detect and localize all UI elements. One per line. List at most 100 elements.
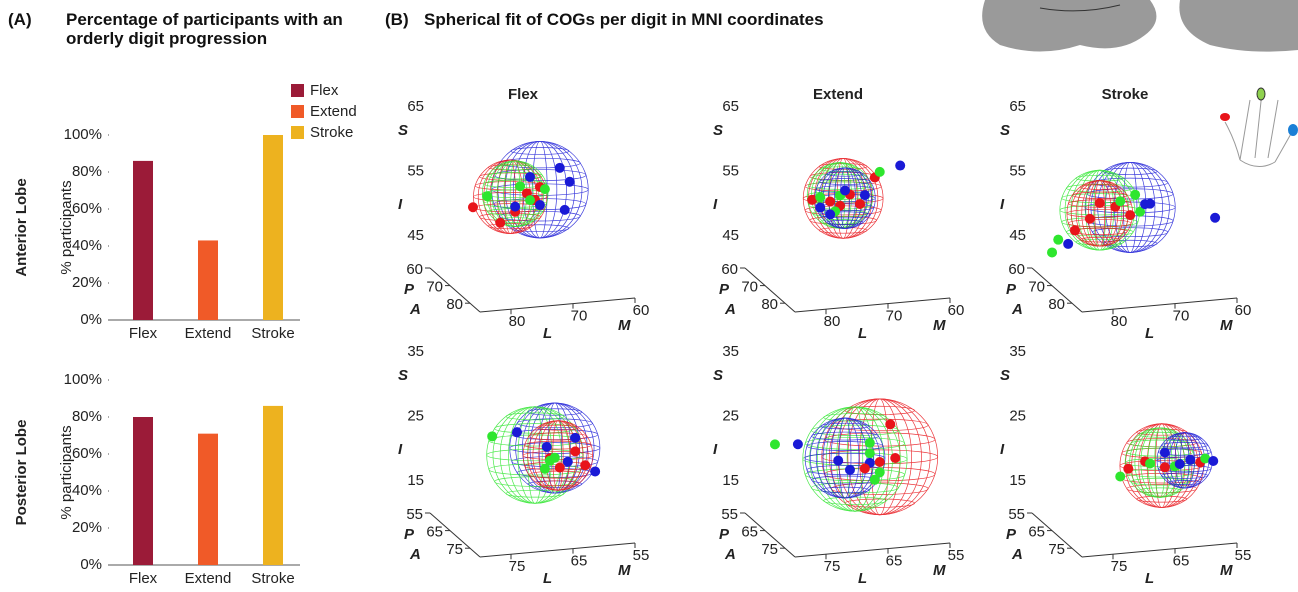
cog-point (539, 184, 550, 195)
cog-point (815, 192, 826, 203)
z-tick-label: 65 (1009, 98, 1026, 115)
sphere-mesh (1136, 428, 1188, 436)
axis-letter: I (1000, 441, 1005, 458)
axis-letter: L (1145, 570, 1154, 587)
cog-point (859, 190, 870, 201)
sphere-mesh (819, 178, 871, 185)
cog-point (1185, 454, 1196, 465)
cog-point (559, 204, 570, 215)
x-tick-label: Stroke (251, 325, 294, 342)
cog-point (815, 202, 826, 213)
bar (133, 417, 153, 565)
sphere-mesh (819, 211, 871, 219)
z-tick-label: 45 (1009, 227, 1026, 244)
cog-point (1123, 463, 1134, 474)
axis-letter: L (1145, 325, 1154, 342)
x-tick-label: 55 (1235, 547, 1252, 564)
sphere-mesh (1130, 439, 1190, 448)
x-tick-label: 55 (633, 547, 650, 564)
cog-point (1084, 213, 1095, 224)
axis-letter: A (724, 301, 736, 318)
y-axis-label: % participants (58, 425, 75, 519)
cog-point (769, 439, 780, 450)
x-axis (1081, 297, 1238, 313)
y-tick-label: 80% (72, 163, 102, 180)
y-tick-label: 75 (1048, 541, 1065, 558)
cog-point (1069, 225, 1080, 236)
x-axis (479, 542, 636, 558)
cog-point (570, 432, 581, 443)
y-tick-label: 0% (80, 556, 102, 573)
sphere-mesh (527, 420, 589, 491)
axis-letter: A (1011, 546, 1023, 563)
x-tick-label: 60 (1235, 302, 1252, 319)
axis-letter: P (719, 281, 730, 298)
z-tick-label: 55 (722, 162, 739, 179)
cog-point (874, 166, 885, 177)
sphere-mesh (510, 147, 570, 155)
x-axis (794, 542, 951, 558)
y-tick-label: 100% (64, 371, 102, 388)
cog-point (487, 431, 498, 442)
sphere-mesh (804, 468, 906, 482)
cog-point (1053, 234, 1064, 245)
sphere-mesh (804, 437, 906, 450)
axis-letter: L (543, 570, 552, 587)
z-tick-label: 35 (722, 343, 739, 360)
panel-label: (A) (8, 10, 32, 29)
cog-point (525, 195, 536, 206)
bar (133, 160, 153, 320)
y-tick-label: 70 (741, 279, 758, 296)
sphere-mesh (524, 440, 592, 450)
x-tick-label: 60 (633, 302, 650, 319)
cog-point (890, 453, 901, 463)
x-tick-label: Flex (129, 570, 158, 587)
sphere-mesh (823, 413, 887, 422)
panel-title: Extend (813, 86, 863, 103)
sphere-mesh (828, 398, 931, 516)
sphere-mesh (806, 441, 884, 451)
axis-letter: P (719, 526, 730, 543)
axis-letter: L (543, 325, 552, 342)
x-tick-label: Extend (185, 570, 232, 587)
z-tick-label: 35 (1009, 343, 1026, 360)
row-label: Posterior Lobe (13, 420, 30, 526)
axis-letter: M (1220, 562, 1233, 579)
sphere-mesh (511, 429, 599, 441)
cog-point (1135, 206, 1146, 217)
cog-point (570, 446, 581, 457)
sphere-mesh (479, 212, 542, 222)
sphere-mesh (488, 434, 582, 447)
sphere-outline (509, 402, 601, 494)
y-tick-label: 80 (761, 296, 778, 313)
x-tick-label: 65 (1173, 553, 1190, 570)
z-tick-label: 25 (722, 407, 739, 424)
y-tick-label: 40% (72, 237, 102, 254)
x-axis (794, 297, 951, 313)
sphere-mesh (820, 422, 870, 430)
z-tick-label: 45 (407, 227, 424, 244)
legend-label: Stroke (310, 124, 353, 141)
y-tick-label: 60 (406, 261, 423, 278)
y-tick-label: 80 (446, 296, 463, 313)
legend-label: Extend (310, 103, 357, 120)
y-tick-label: 65 (741, 524, 758, 541)
sphere-mesh (495, 217, 536, 223)
y-tick-label: 20% (72, 274, 102, 291)
cog-point (510, 201, 521, 212)
cog-point (864, 448, 875, 459)
axis-letter: P (1006, 281, 1017, 298)
sphere-mesh (505, 489, 565, 498)
hand-icon (1220, 87, 1298, 167)
cog-point (885, 419, 896, 430)
cog-point (874, 456, 885, 467)
cog-point (1159, 462, 1170, 473)
z-tick-label: 25 (1009, 407, 1026, 424)
row-label: Anterior Lobe (13, 178, 30, 276)
cog-point (1208, 455, 1219, 466)
sphere-mesh (499, 157, 581, 169)
panel-title: Flex (508, 86, 539, 103)
legend-swatch (291, 126, 304, 139)
y-tick-label: 80% (72, 408, 102, 425)
sphere-mesh (1071, 227, 1128, 236)
